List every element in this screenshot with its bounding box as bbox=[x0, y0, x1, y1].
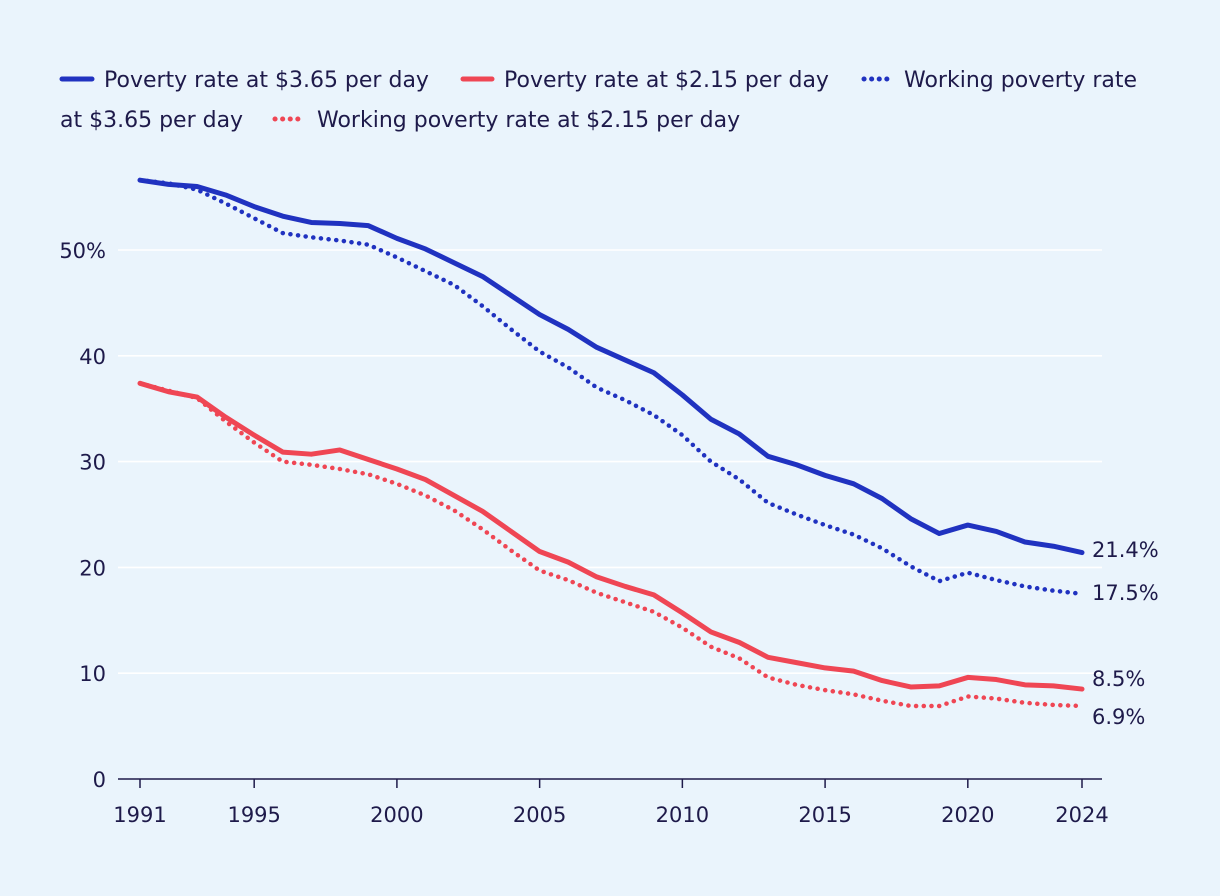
series-line-working-poverty-365 bbox=[137, 177, 1085, 597]
legend-label-working-365-line2: at $3.65 per day bbox=[60, 108, 243, 133]
x-tick-label-2024: 2024 bbox=[1055, 803, 1108, 827]
x-tick-label-1991: 1991 bbox=[113, 803, 166, 827]
end-label-working-poverty-215: 6.9% bbox=[1092, 705, 1145, 729]
series-line-poverty-215 bbox=[137, 380, 1085, 692]
x-tick-label-2015: 2015 bbox=[798, 803, 851, 827]
x-tick-label-2005: 2005 bbox=[513, 803, 566, 827]
gridlines bbox=[118, 249, 1102, 675]
end-label-poverty-215: 8.5% bbox=[1092, 667, 1145, 691]
legend-label-working-365-line1: Working poverty rate bbox=[904, 68, 1137, 93]
legend-label-working-215: Working poverty rate at $2.15 per day bbox=[317, 108, 740, 133]
y-tick-label-10: 10 bbox=[79, 662, 106, 686]
y-tick-label-0: 0 bbox=[93, 768, 106, 792]
y-tick-label-30: 30 bbox=[79, 451, 106, 475]
legend-label-poverty-365: Poverty rate at $3.65 per day bbox=[104, 68, 429, 93]
x-tick-label-2000: 2000 bbox=[370, 803, 423, 827]
series-line-poverty-365 bbox=[137, 177, 1085, 556]
y-tick-label-20: 20 bbox=[79, 556, 106, 580]
legend: Poverty rate at $3.65 per day Poverty ra… bbox=[59, 68, 1137, 133]
series-line-working-poverty-215 bbox=[137, 381, 1085, 709]
end-label-working-poverty-365: 17.5% bbox=[1092, 581, 1159, 605]
x-axis: 1991 1995 2000 2005 2010 2015 2020 2024 bbox=[113, 778, 1109, 827]
y-tick-label-50: 50% bbox=[59, 239, 106, 263]
x-tick-label-1995: 1995 bbox=[227, 803, 280, 827]
end-label-poverty-365: 21.4% bbox=[1092, 538, 1159, 562]
legend-label-working-365: Working poverty rate at $3.65 per day bbox=[60, 68, 1137, 133]
x-tick-label-2020: 2020 bbox=[941, 803, 994, 827]
y-axis-ticks: 0 10 20 30 40 50% bbox=[59, 239, 106, 792]
end-labels: 21.4% 8.5% 17.5% 6.9% bbox=[1092, 538, 1159, 729]
series-lines bbox=[137, 177, 1085, 709]
legend-label-poverty-215: Poverty rate at $2.15 per day bbox=[504, 68, 829, 93]
y-tick-label-40: 40 bbox=[79, 345, 106, 369]
x-tick-label-2010: 2010 bbox=[656, 803, 709, 827]
